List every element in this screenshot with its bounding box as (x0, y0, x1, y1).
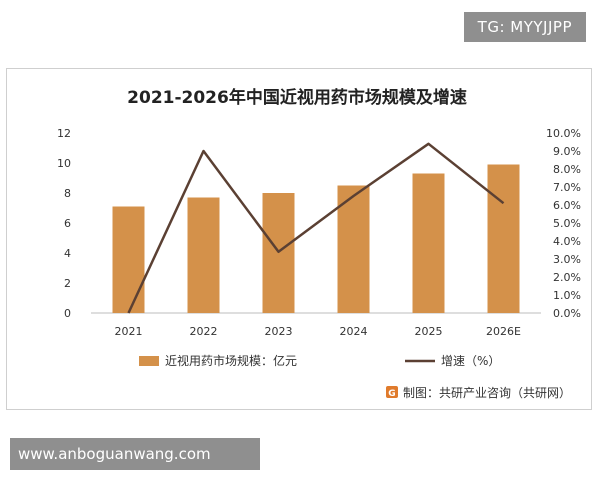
left-axis-tick-label: 4 (64, 247, 71, 260)
chart-svg: 2021-2026年中国近视用药市场规模及增速 0 2 4 6 8 10 12 0.0% 1.… (57, 87, 581, 400)
x-axis-labels: 2021 2022 2023 2024 2025 2026E (115, 325, 522, 338)
right-axis-tick-label: 4.0% (553, 235, 581, 248)
source-logo-letter: G (388, 389, 395, 399)
right-axis-tick-label: 8.0% (553, 163, 581, 176)
bar (187, 197, 220, 313)
right-axis-tick-label: 7.0% (553, 181, 581, 194)
bar (337, 185, 370, 313)
left-axis-tick-label: 6 (64, 217, 71, 230)
bar (412, 173, 445, 313)
site-badge: www.anboguanwang.com (10, 438, 260, 470)
left-axis-tick-label: 10 (57, 157, 71, 170)
x-axis-tick-label: 2021 (115, 325, 143, 338)
right-axis-tick-label: 0.0% (553, 307, 581, 320)
x-axis-tick-label: 2022 (190, 325, 218, 338)
legend-swatch-bar (139, 356, 159, 366)
growth-line (127, 142, 505, 314)
x-axis-tick-label: 2024 (340, 325, 368, 338)
bar (112, 206, 145, 313)
right-axis-tick-label: 1.0% (553, 289, 581, 302)
legend-label-line: 增速（%） (441, 354, 500, 368)
left-axis-tick-label: 12 (57, 127, 71, 140)
right-axis-tick-label: 5.0% (553, 217, 581, 230)
left-axis-ticks: 0 2 4 6 8 10 12 (57, 127, 71, 320)
legend-label-bar: 近视用药市场规模：亿元 (165, 353, 297, 368)
chart-frame: 2021-2026年中国近视用药市场规模及增速 0 2 4 6 8 10 12 0.0% 1.… (6, 68, 592, 410)
growth-line-series (127, 142, 505, 314)
bar (487, 164, 520, 313)
right-axis-tick-label: 6.0% (553, 199, 581, 212)
left-axis-tick-label: 2 (64, 277, 71, 290)
tg-badge: TG: MYYJJPP (463, 12, 586, 42)
left-axis-tick-label: 8 (64, 187, 71, 200)
x-axis-tick-label: 2025 (415, 325, 443, 338)
right-axis-tick-label: 10.0% (546, 127, 581, 140)
right-axis-tick-label: 3.0% (553, 253, 581, 266)
bar-series (112, 164, 520, 313)
right-axis-ticks: 0.0% 1.0% 2.0% 3.0% 4.0% 5.0% 6.0% 7.0% 8.0% 9.0%… (546, 127, 581, 320)
x-axis-tick-label: 2023 (265, 325, 293, 338)
chart-source: 制图：共研产业咨询（共研网） (403, 385, 571, 400)
source-logo-icon (386, 386, 398, 398)
x-axis-tick-label: 2026E (486, 325, 521, 338)
right-axis-tick-label: 2.0% (553, 271, 581, 284)
chart-title: 2021-2026年中国近视用药市场规模及增速 (127, 87, 467, 108)
left-axis-tick-label: 0 (64, 307, 71, 320)
right-axis-tick-label: 9.0% (553, 145, 581, 158)
